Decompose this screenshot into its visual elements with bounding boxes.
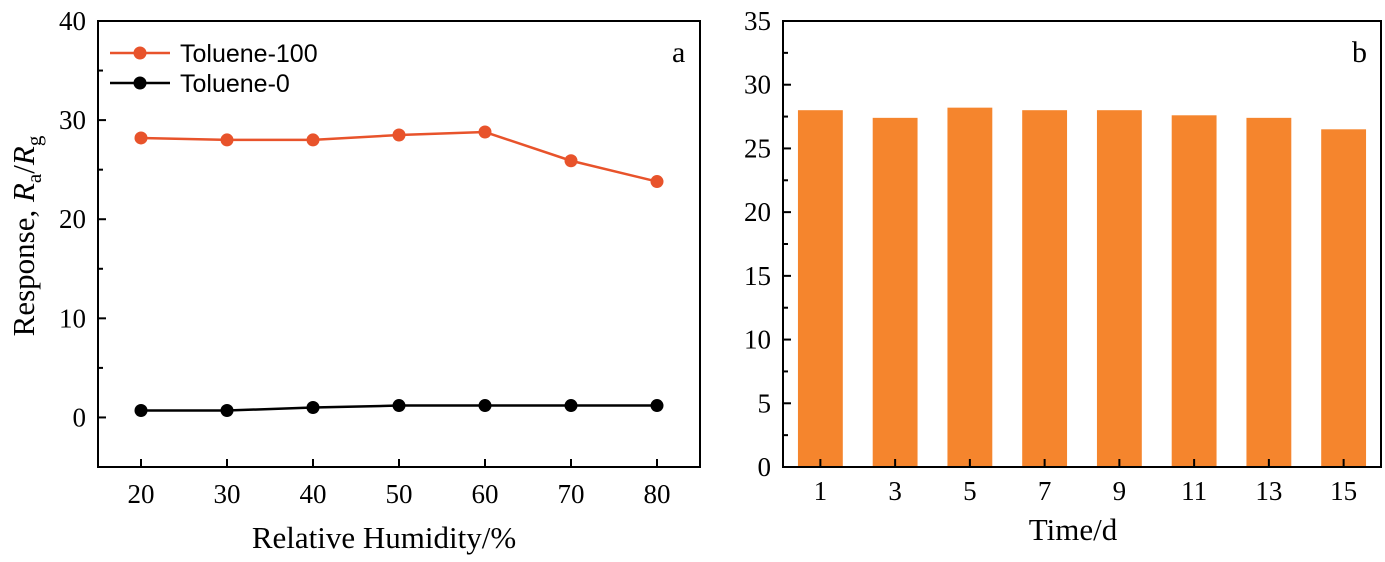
series-points-a [134,125,664,418]
x-tick-label-b: 7 [1038,476,1052,506]
panel-label-b: b [1352,36,1367,69]
x-tick-label-a: 40 [300,479,327,509]
y-tick-label-a: 40 [59,6,86,36]
y-tick-label-b: 10 [744,325,771,355]
y-tick-label-a: 20 [59,204,86,234]
legend-a-marker-0 [133,46,147,60]
x-axis-title-b: Time/d [1029,512,1118,547]
panel-label-a: a [672,36,685,69]
x-tick-label-a: 20 [128,479,155,509]
bar-5 [1171,115,1217,467]
y-tick-label-b: 5 [758,388,772,418]
x-tick-label-b: 11 [1181,476,1207,506]
y-tick-label-b: 35 [744,6,771,36]
data-point-0-5 [564,154,578,168]
legend-a-label-0: Toluene-100 [180,40,318,68]
data-point-1-2 [306,401,320,415]
data-point-1-1 [220,404,234,418]
y-tick-label-a: 0 [73,402,87,432]
bars-b [797,107,1367,468]
x-tick-label-b: 5 [963,476,977,506]
y-tick-label-b: 20 [744,197,771,227]
legend-a-marker-1 [133,76,147,90]
data-point-0-6 [650,175,664,189]
data-point-0-1 [220,133,234,147]
bar-1 [872,117,918,468]
bar-7 [1321,129,1367,468]
y-tick-label-a: 10 [59,303,86,333]
data-point-0-3 [392,128,406,142]
x-tick-label-a: 30 [214,479,241,509]
data-point-1-5 [564,399,578,413]
bar-4 [1096,110,1142,467]
series-lines-a [140,130,658,412]
data-point-1-6 [650,399,664,413]
x-tick-label-b: 1 [814,476,828,506]
x-axis-title-a: Relative Humidity/% [252,520,516,555]
y-axis-title-a-sep: / [6,165,41,174]
y-axis-title-a-prefix: Response, [6,202,41,336]
bar-2 [947,107,993,467]
x-tick-label-b: 9 [1113,476,1127,506]
y-tick-label-b: 30 [744,70,771,100]
data-point-0-0 [134,131,148,145]
x-tick-label-b: 3 [888,476,902,506]
data-point-1-0 [134,404,148,418]
y-axis-title-a-num-sub: a [22,173,46,183]
x-tick-label-b: 13 [1255,476,1282,506]
x-tick-label-a: 60 [472,479,499,509]
x-tick-label-a: 80 [644,479,671,509]
data-point-1-3 [392,399,406,413]
data-point-0-4 [478,125,492,139]
y-tick-label-b: 25 [744,133,771,163]
y-tick-label-a: 30 [59,105,86,135]
bar-3 [1022,110,1068,467]
y-axis-title-a-den: R [6,146,41,166]
x-tick-label-a: 70 [558,479,585,509]
legend-a: Toluene-100 Toluene-0 [110,40,318,98]
y-tick-label-b: 15 [744,261,771,291]
data-point-1-4 [478,399,492,413]
y-axis-title-a-num: R [6,183,41,203]
x-tick-label-a: 50 [386,479,413,509]
legend-a-label-1: Toluene-0 [180,70,290,98]
y-axis-title-a: Response, Ra/Rg [6,135,46,336]
x-tick-label-b: 15 [1330,476,1357,506]
bar-0 [797,110,843,467]
bar-6 [1246,117,1292,468]
axis-ticks-a: 20 30 40 50 60 70 80 0 10 20 30 40 [59,6,671,509]
data-point-0-2 [306,133,320,147]
y-tick-label-b: 0 [758,452,772,482]
y-axis-title-a-den-sub: g [22,135,46,146]
chart-panel-a: 20 30 40 50 60 70 80 0 10 20 30 40 Toluene-100 Tolu… [6,6,701,555]
